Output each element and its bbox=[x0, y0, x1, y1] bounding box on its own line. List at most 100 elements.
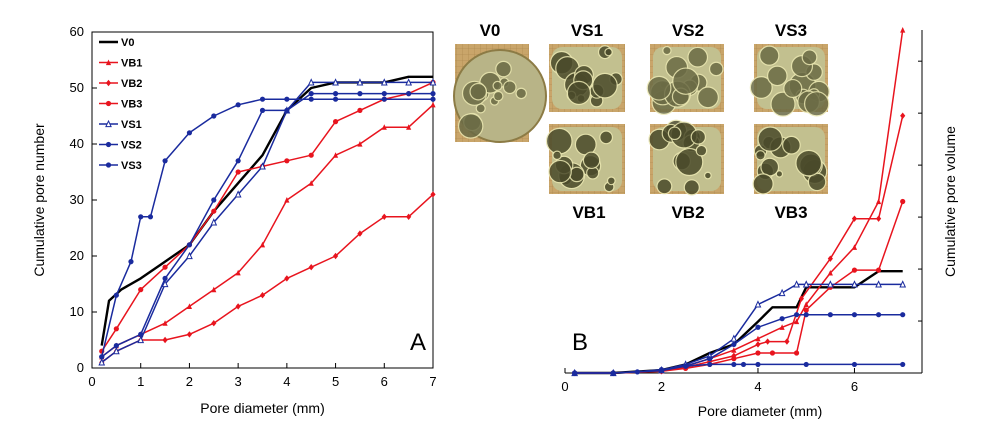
data-point bbox=[332, 119, 339, 125]
y-tick-label: 10 bbox=[70, 304, 84, 319]
data-point bbox=[826, 280, 834, 288]
pore-bubble bbox=[783, 78, 803, 99]
pore-bubble bbox=[662, 45, 672, 56]
data-point bbox=[793, 318, 800, 325]
pore-bubble bbox=[690, 129, 707, 145]
data-point bbox=[211, 320, 217, 327]
series-line bbox=[574, 363, 903, 374]
data-point bbox=[875, 312, 882, 318]
data-point bbox=[210, 218, 218, 226]
legend-label: VB3 bbox=[121, 99, 142, 111]
pore-bubble bbox=[749, 75, 773, 100]
data-point bbox=[99, 354, 105, 360]
data-point bbox=[851, 280, 858, 288]
data-point bbox=[851, 312, 858, 318]
pore-bubble bbox=[656, 178, 673, 195]
data-point bbox=[259, 96, 266, 102]
data-point bbox=[406, 91, 412, 97]
pore-bubble bbox=[782, 135, 801, 155]
pore-bubble bbox=[582, 151, 601, 170]
pore-bubble bbox=[566, 80, 592, 106]
data-point bbox=[610, 370, 616, 376]
pore-bubble bbox=[545, 127, 573, 155]
data-point bbox=[128, 259, 134, 265]
data-point bbox=[162, 320, 168, 326]
pore-bubble bbox=[515, 87, 528, 100]
legend-marker bbox=[105, 162, 112, 168]
data-point bbox=[357, 141, 363, 147]
data-point bbox=[381, 124, 387, 130]
data-point bbox=[827, 269, 833, 276]
data-point bbox=[186, 303, 193, 309]
series-vs1 bbox=[98, 78, 437, 366]
data-point bbox=[779, 324, 785, 330]
data-point bbox=[308, 264, 314, 271]
series-vs1 bbox=[571, 280, 907, 377]
x-tick-label: 1 bbox=[137, 374, 144, 389]
data-point bbox=[308, 96, 314, 102]
y-tick-label: 20 bbox=[70, 248, 84, 263]
data-point bbox=[308, 180, 314, 186]
data-point bbox=[803, 312, 809, 318]
data-point bbox=[755, 324, 761, 330]
x-tick-label: 5 bbox=[332, 374, 339, 389]
pore-bubble bbox=[469, 82, 488, 101]
data-point bbox=[259, 107, 266, 113]
pore-bubble bbox=[795, 149, 823, 177]
data-point bbox=[235, 169, 241, 175]
data-point bbox=[900, 198, 906, 205]
data-point bbox=[875, 267, 882, 273]
series-line bbox=[574, 201, 904, 374]
photo-label: VB3 bbox=[774, 203, 807, 222]
pore-bubble bbox=[703, 171, 712, 180]
data-point bbox=[740, 361, 747, 368]
data-point bbox=[357, 230, 363, 237]
data-point bbox=[186, 242, 193, 248]
pore-bubble bbox=[683, 179, 700, 196]
data-point bbox=[332, 152, 339, 158]
data-point bbox=[332, 78, 339, 86]
data-point bbox=[211, 197, 217, 203]
pore-bubble bbox=[766, 65, 788, 87]
data-point bbox=[406, 213, 412, 220]
data-point bbox=[284, 197, 290, 203]
data-point bbox=[113, 343, 119, 349]
pore-bubble bbox=[759, 45, 780, 66]
data-point bbox=[259, 292, 266, 299]
pore-bubble bbox=[803, 91, 830, 117]
data-point bbox=[138, 287, 144, 293]
data-point bbox=[381, 96, 387, 102]
y-axis-label: Cumulative pore volume bbox=[942, 126, 958, 277]
pore-bubble bbox=[752, 173, 774, 195]
photo-label: VS3 bbox=[775, 21, 807, 40]
data-point bbox=[707, 361, 713, 368]
data-point bbox=[235, 269, 241, 276]
data-point bbox=[754, 300, 762, 308]
series-line bbox=[101, 104, 434, 358]
data-point bbox=[851, 267, 858, 273]
pore-bubble bbox=[548, 159, 572, 184]
data-point bbox=[307, 78, 315, 86]
x-tick-label: 2 bbox=[186, 374, 193, 389]
pore-bubble bbox=[495, 60, 512, 78]
data-point bbox=[381, 91, 387, 97]
data-point bbox=[405, 78, 413, 86]
pore-bubble bbox=[552, 150, 562, 161]
data-point bbox=[827, 255, 833, 262]
pore-bubble bbox=[755, 150, 766, 161]
pore-bubble bbox=[646, 75, 672, 101]
pore-bubble bbox=[757, 126, 783, 152]
pore-bubble bbox=[604, 47, 613, 57]
data-point bbox=[161, 279, 169, 288]
data-point bbox=[356, 78, 364, 86]
legend-label: VS1 bbox=[121, 119, 142, 131]
legend-label: VB1 bbox=[121, 58, 142, 70]
x-tick-label: 0 bbox=[561, 379, 568, 394]
data-point bbox=[308, 91, 314, 97]
data-point bbox=[793, 350, 800, 356]
pore-bubble bbox=[801, 49, 818, 66]
x-tick-label: 4 bbox=[283, 374, 290, 389]
chart-b: 0 2 4 6 Pore diameter (mm) Cumulative pore vo… bbox=[561, 27, 958, 419]
data-point bbox=[113, 326, 119, 332]
data-point bbox=[900, 112, 906, 119]
